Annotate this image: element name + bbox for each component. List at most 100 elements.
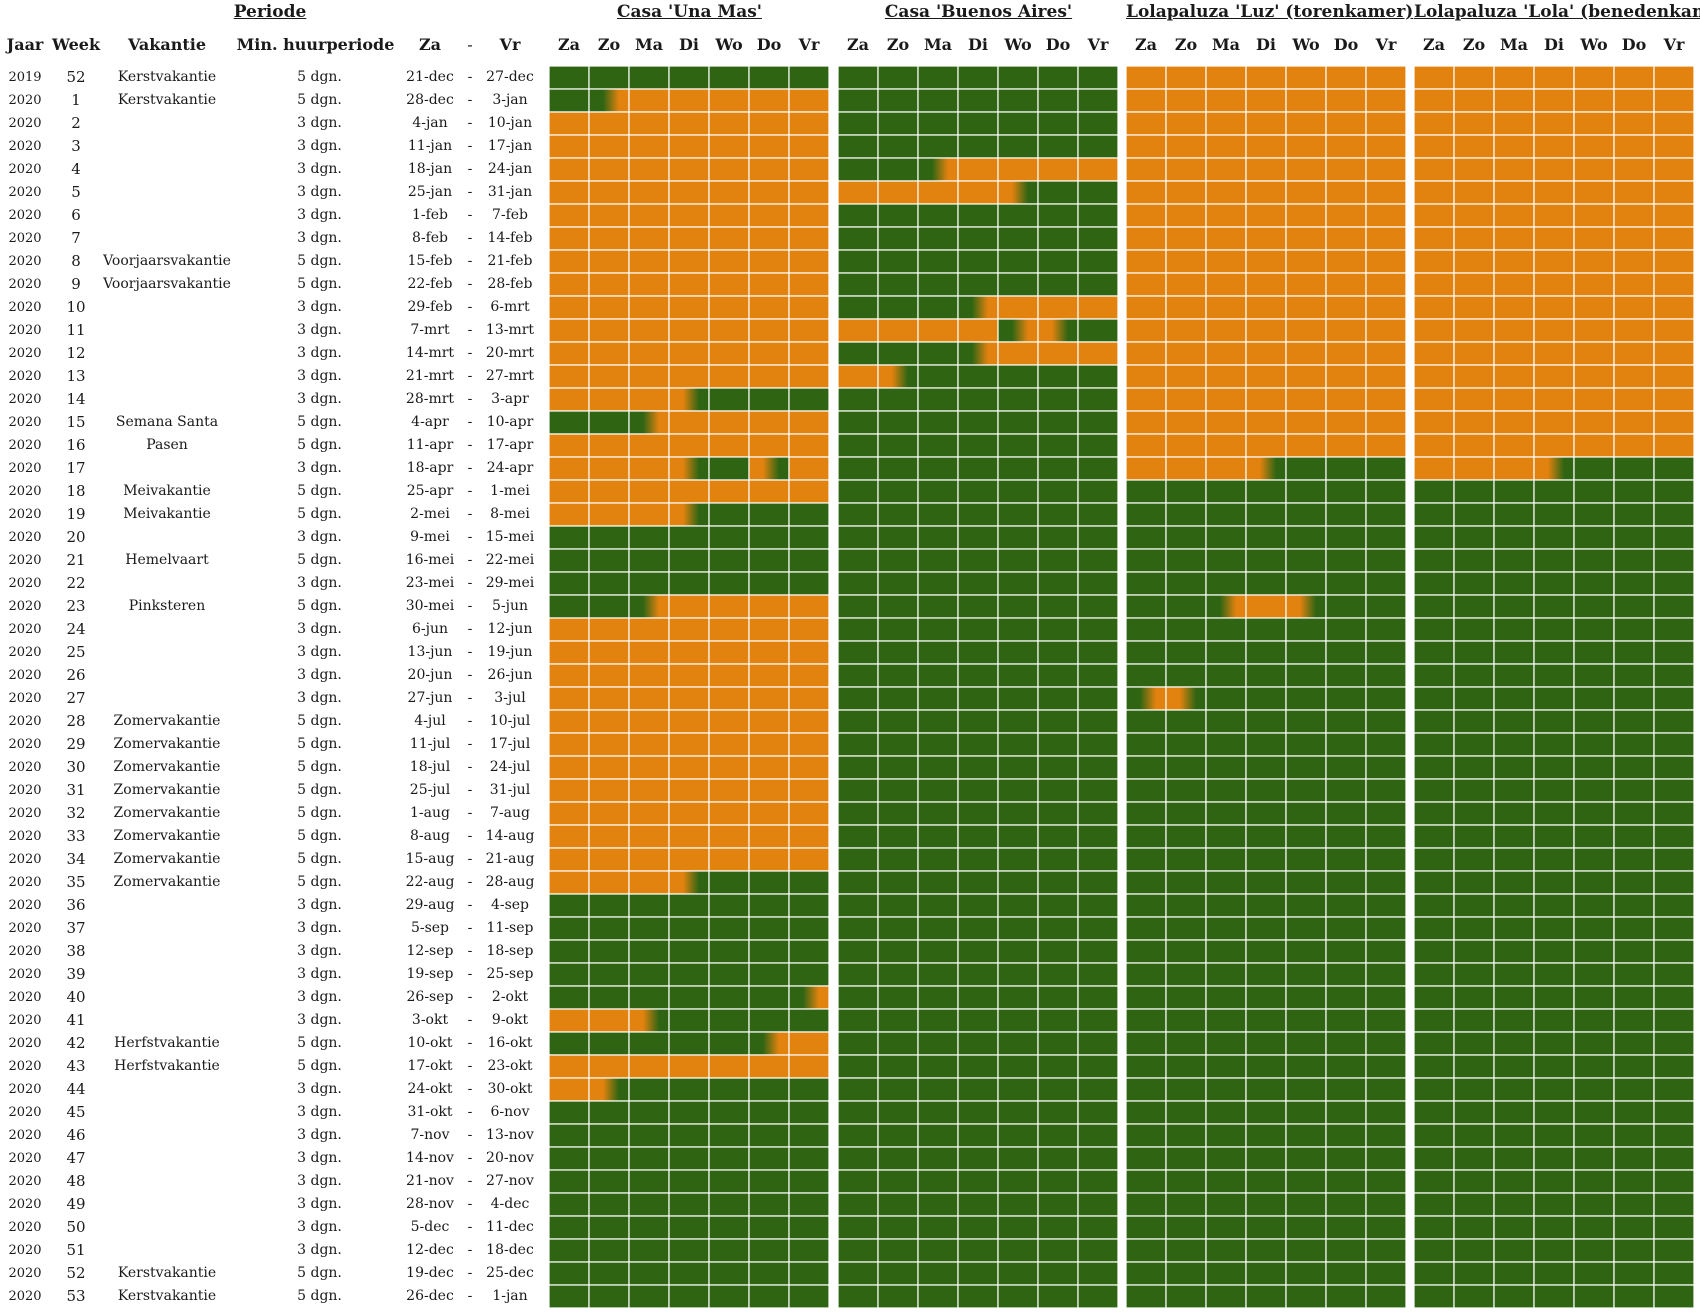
day-cell-available [1365, 1169, 1406, 1194]
day-cell-available [1165, 893, 1207, 918]
day-cell-available [1453, 1008, 1495, 1033]
day-cell-available [957, 1215, 999, 1240]
end-date-cell: 24-jul [489, 759, 531, 775]
day-cell-available [788, 1261, 829, 1286]
date-separator: - [467, 943, 473, 959]
week-cell: 9 [71, 275, 81, 293]
vakantie-cell: Voorjaarsvakantie [103, 276, 231, 292]
day-cell-available [1205, 686, 1247, 711]
day-cell-available [997, 456, 1039, 481]
day-cell-available [1037, 571, 1079, 596]
table-row: 2020 45 3 dgn. 31-okt -6-nov [0, 1101, 550, 1124]
min-huurperiode-cell: 5 dgn. [297, 552, 342, 568]
start-date-cell: 18-apr [406, 460, 454, 476]
day-cell-available [1653, 755, 1694, 780]
day-cell-available [788, 1192, 829, 1217]
day-cell-available [1493, 1215, 1535, 1240]
day-cell-booked [1613, 364, 1655, 389]
day-cell-available [788, 387, 829, 412]
start-date-cell: 26-sep [406, 989, 454, 1005]
week-cell: 45 [66, 1103, 86, 1121]
day-cell-available [1077, 732, 1118, 757]
day-cell-available [1533, 1100, 1575, 1125]
end-date-cell: 27-dec [486, 69, 534, 85]
day-cell-available [1245, 479, 1287, 504]
day-cell-available [1165, 1054, 1207, 1079]
day-cell-available [788, 916, 829, 941]
day-cell-available [838, 88, 879, 113]
day-cell-available [748, 1100, 790, 1125]
end-date-cell: 9-okt [491, 1012, 529, 1028]
day-cell-available [917, 249, 959, 274]
day-cell-booked [668, 778, 710, 803]
day-cell-available [1365, 1192, 1406, 1217]
day-cell-available [1613, 755, 1655, 780]
start-date-cell: 17-okt [407, 1058, 453, 1074]
day-cell-booked [1453, 180, 1495, 205]
day-cell-available [1037, 226, 1079, 251]
day-cell-booked [1533, 157, 1575, 182]
day-cell-available [838, 272, 879, 297]
periode-header: Periode [233, 2, 307, 22]
date-separator: - [467, 897, 473, 913]
day-cell-available [1165, 1192, 1207, 1217]
day-cell-available [1245, 985, 1287, 1010]
day-cell-available [838, 962, 879, 987]
day-cell-available [917, 594, 959, 619]
day-cell-available [917, 640, 959, 665]
day-cell-booked [1205, 341, 1247, 366]
day-cell-booked [549, 364, 590, 389]
year-cell: 2020 [8, 300, 42, 315]
day-cell-available [788, 1169, 829, 1194]
vakantie-cell [102, 526, 232, 549]
day-cell-booked [788, 433, 829, 458]
day-cell-checkin [588, 88, 630, 113]
day-cell-available [1245, 1169, 1287, 1194]
day-cell-available [1205, 502, 1247, 527]
day-cell-booked [788, 755, 829, 780]
day-cell-checkin [957, 341, 999, 366]
day-cell-available [1285, 1146, 1327, 1171]
day-cell-available [877, 203, 919, 228]
start-date-cell: 7-nov [410, 1127, 450, 1143]
day-cell-available [1205, 893, 1247, 918]
day-cell-booked [1533, 88, 1575, 113]
day-cell-available [997, 732, 1039, 757]
min-huurperiode-cell: 5 dgn. [297, 1035, 342, 1051]
day-cell-booked [1533, 249, 1575, 274]
day-cell-booked [1365, 157, 1406, 182]
day-cell-booked [1126, 387, 1167, 412]
day-cell-booked [668, 640, 710, 665]
start-date-cell: 6-jun [411, 621, 448, 637]
day-cell-available [1126, 893, 1167, 918]
day-cell-available [957, 962, 999, 987]
min-huurperiode-cell: 5 dgn. [297, 1265, 342, 1281]
day-cell-booked [788, 341, 829, 366]
start-date-cell: 4-jul [414, 713, 446, 729]
day-cell-booked [748, 157, 790, 182]
day-cell-booked [588, 1008, 630, 1033]
day-cell-booked [1077, 295, 1118, 320]
year-cell: 2020 [8, 737, 42, 752]
day-cell-booked [1653, 180, 1694, 205]
day-cell-booked [1453, 249, 1495, 274]
day-cell-booked [748, 824, 790, 849]
day-cell-available [1037, 617, 1079, 642]
day-cell-available [1077, 1238, 1118, 1263]
day-cell-available [1573, 1261, 1615, 1286]
day-cell-available [588, 939, 630, 964]
year-cell: 2020 [8, 783, 42, 798]
day-cell-booked [1205, 410, 1247, 435]
end-date-cell: 12-jun [487, 621, 533, 637]
day-cell-booked [708, 88, 750, 113]
day-cell-available [628, 571, 670, 596]
day-cell-checkout [668, 502, 710, 527]
day-cell-booked [1613, 295, 1655, 320]
day-cell-available [997, 364, 1039, 389]
day-cell-available [1365, 893, 1406, 918]
day-cell-available [1285, 916, 1327, 941]
day-cell-available [1365, 847, 1406, 872]
day-cell-available [1414, 778, 1455, 803]
day-cell-available [838, 1077, 879, 1102]
day-cell-available [1414, 1100, 1455, 1125]
